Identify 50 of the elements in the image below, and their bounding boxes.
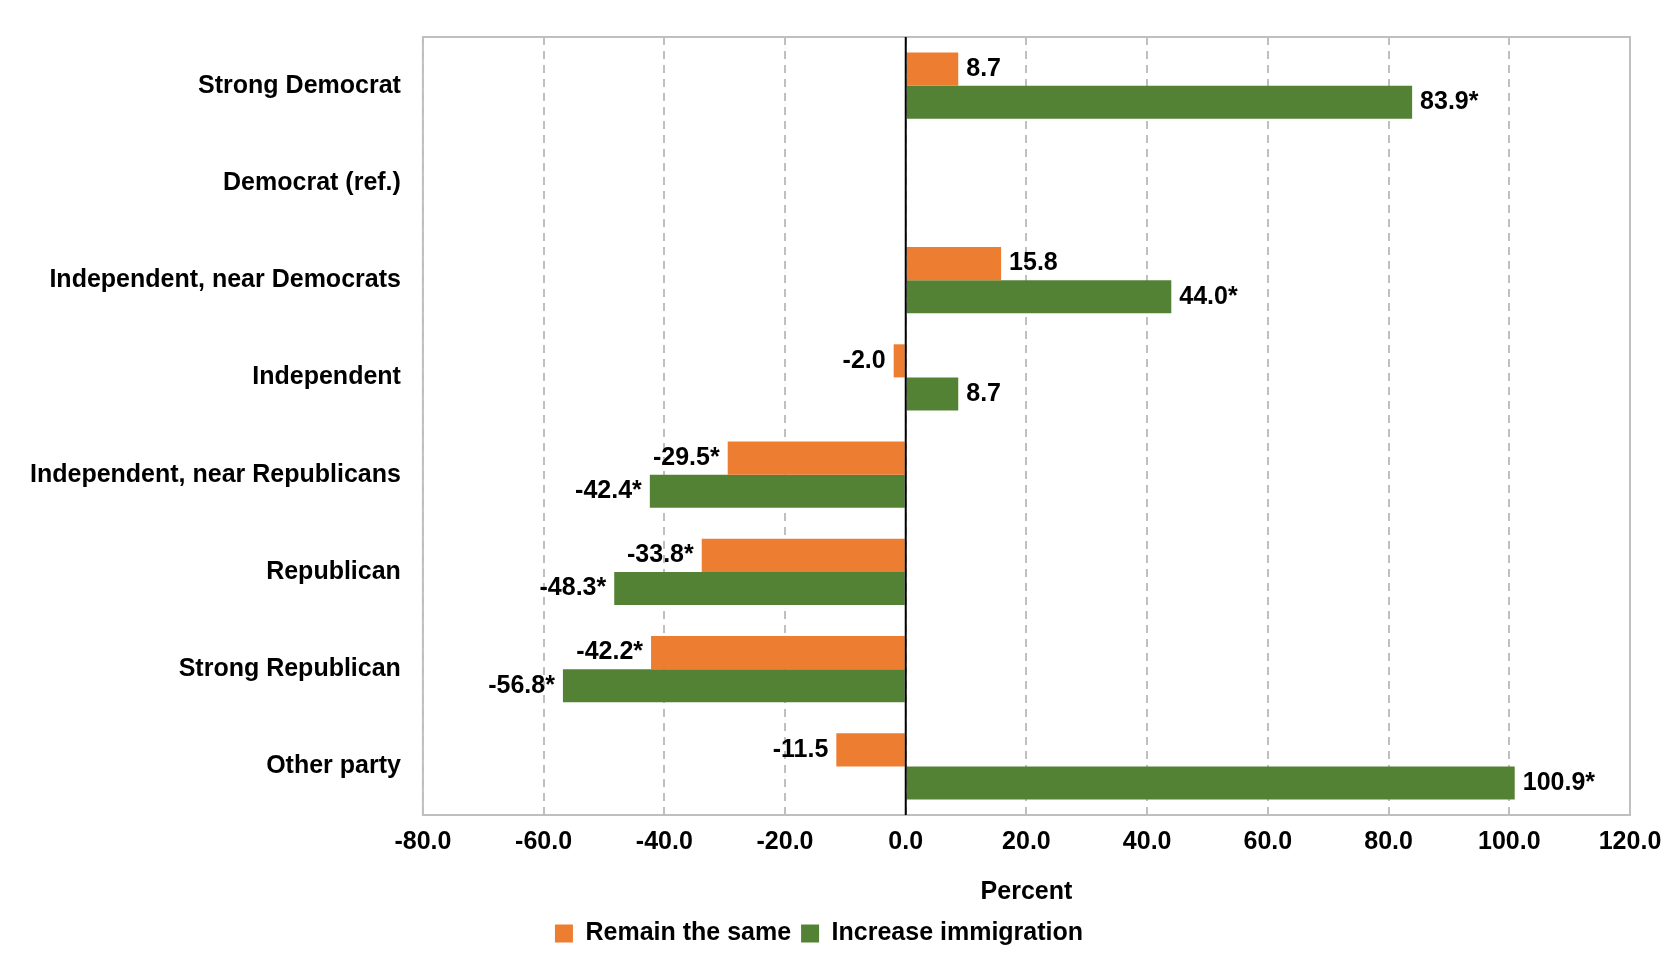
bar — [906, 377, 959, 411]
bar — [649, 474, 905, 508]
x-tick-label: 80.0 — [1364, 825, 1413, 854]
bar — [651, 636, 905, 670]
x-tick-label: 120.0 — [1598, 825, 1662, 854]
y-tick-label: Independent, near Democrats — [49, 264, 401, 293]
data-label: -56.8* — [488, 669, 556, 698]
bar — [614, 571, 905, 605]
data-label: 44.0* — [1179, 280, 1238, 309]
legend-label: Remain the same — [585, 917, 792, 946]
data-label: -33.8* — [627, 539, 694, 568]
y-tick-label: Strong Republican — [178, 653, 401, 682]
x-axis-title: Percent — [980, 875, 1073, 904]
bar — [836, 733, 905, 767]
y-tick-label: Strong Democrat — [198, 69, 402, 98]
data-label: -48.3* — [539, 572, 607, 601]
bar — [893, 344, 905, 378]
data-label: -11.5 — [772, 733, 829, 762]
data-label: -42.2* — [576, 636, 644, 665]
x-tick-label: -40.0 — [635, 825, 693, 854]
bar — [906, 85, 1413, 119]
data-label: -2.0 — [842, 344, 886, 373]
bar — [727, 441, 905, 475]
bar — [701, 538, 905, 572]
x-tick-label: 0.0 — [888, 825, 924, 854]
bar — [906, 52, 959, 86]
y-tick-label: Democrat (ref.) — [223, 166, 401, 195]
x-tick-label: -80.0 — [394, 825, 452, 854]
x-tick-label: -60.0 — [515, 825, 573, 854]
data-label: 8.7 — [966, 52, 1002, 81]
x-tick-label: 20.0 — [1002, 825, 1051, 854]
bar — [906, 766, 1515, 800]
x-tick-label: 100.0 — [1478, 825, 1541, 854]
bar — [906, 280, 1172, 314]
data-label: 8.7 — [966, 377, 1002, 406]
data-label: 15.8 — [1009, 247, 1058, 276]
y-tick-label: Other party — [266, 750, 401, 779]
y-tick-label: Independent — [252, 361, 402, 390]
legend-label: Increase immigration — [831, 917, 1084, 946]
data-label: 83.9* — [1420, 86, 1479, 115]
data-label: -29.5* — [652, 441, 720, 470]
x-tick-label: 60.0 — [1243, 825, 1293, 854]
y-tick-label: Republican — [266, 555, 401, 584]
bar — [562, 669, 905, 703]
x-tick-label: 40.0 — [1122, 825, 1172, 854]
bar — [906, 247, 1002, 281]
data-label: -42.4* — [575, 475, 643, 504]
data-label: 100.9* — [1522, 766, 1596, 795]
y-tick-label: Independent, near Republicans — [29, 458, 401, 487]
x-tick-label: -20.0 — [756, 825, 814, 854]
